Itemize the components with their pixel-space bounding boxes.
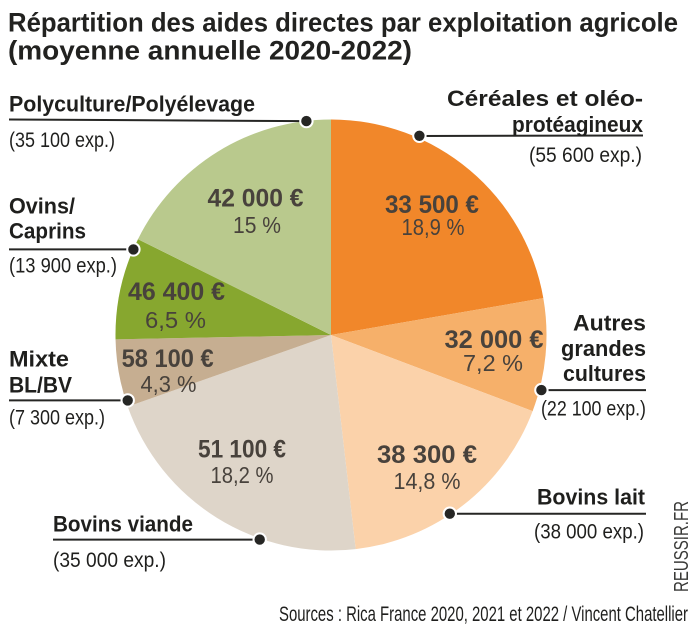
svg-text:32 000 €: 32 000 € <box>445 326 544 354</box>
svg-text:38 300 €: 38 300 € <box>377 441 477 469</box>
svg-text:(38 000 exp.): (38 000 exp.) <box>534 521 644 544</box>
svg-text:grandes: grandes <box>561 336 646 361</box>
svg-text:Caprins: Caprins <box>9 218 86 243</box>
svg-text:Mixte: Mixte <box>9 347 69 372</box>
svg-text:(7 300 exp.): (7 300 exp.) <box>9 407 105 430</box>
svg-text:46 400 €: 46 400 € <box>128 278 225 306</box>
svg-text:protéagineux: protéagineux <box>512 112 644 137</box>
svg-text:(moyenne annuelle 2020-2022): (moyenne annuelle 2020-2022) <box>8 36 412 66</box>
svg-text:7,2 %: 7,2 % <box>463 350 523 376</box>
svg-text:Autres: Autres <box>573 311 646 336</box>
svg-text:42 000 €: 42 000 € <box>208 185 304 213</box>
svg-text:58 100 €: 58 100 € <box>122 345 214 373</box>
svg-text:(35 100 exp.): (35 100 exp.) <box>9 129 115 152</box>
svg-text:15 %: 15 % <box>233 212 281 238</box>
svg-text:Sources : Rica France 2020, 20: Sources : Rica France 2020, 2021 et 2022… <box>279 603 688 626</box>
svg-text:51 100 €: 51 100 € <box>198 436 286 464</box>
svg-text:4,3 %: 4,3 % <box>141 371 197 397</box>
svg-text:Bovins lait: Bovins lait <box>537 485 646 510</box>
svg-text:Céréales et oléo-: Céréales et oléo- <box>447 86 643 111</box>
svg-text:18,2 %: 18,2 % <box>211 462 274 488</box>
svg-text:18,9 %: 18,9 % <box>402 214 465 240</box>
svg-text:(22 100 exp.): (22 100 exp.) <box>541 398 646 421</box>
svg-text:Bovins viande: Bovins viande <box>53 512 193 537</box>
svg-text:(55 600 exp.): (55 600 exp.) <box>529 144 642 167</box>
svg-text:Polyculture/Polyélevage: Polyculture/Polyélevage <box>9 92 255 117</box>
svg-text:(13 900 exp.): (13 900 exp.) <box>9 255 117 278</box>
svg-text:Ovins/: Ovins/ <box>9 194 75 219</box>
svg-text:(35 000 exp.): (35 000 exp.) <box>53 549 166 572</box>
svg-text:6,5 %: 6,5 % <box>145 307 206 333</box>
svg-text:14,8 %: 14,8 % <box>394 468 461 494</box>
svg-text:cultures: cultures <box>563 361 646 386</box>
svg-text:BL/BV: BL/BV <box>9 372 72 397</box>
svg-text:33 500 €: 33 500 € <box>385 191 479 219</box>
svg-text:REUSSIR.FR: REUSSIR.FR <box>671 501 693 592</box>
svg-text:Répartition des aides directes: Répartition des aides directes par explo… <box>8 8 678 38</box>
